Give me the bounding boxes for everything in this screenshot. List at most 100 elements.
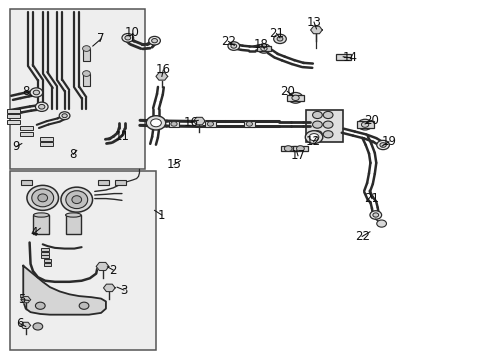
Text: 20: 20 [279,85,294,98]
Circle shape [148,36,160,45]
Text: 9: 9 [12,140,20,153]
Bar [33,215,49,234]
Circle shape [287,93,302,103]
Text: 7: 7 [97,32,104,45]
Text: 15: 15 [166,158,181,171]
Circle shape [170,122,177,126]
Circle shape [323,111,332,118]
Bar [115,180,125,185]
Bar [306,111,342,143]
Bar [292,146,307,152]
Polygon shape [103,284,115,292]
Bar [65,215,81,234]
Circle shape [227,42,239,50]
Bar [98,180,109,185]
Ellipse shape [72,196,81,203]
Circle shape [35,302,45,309]
Bar [286,95,304,101]
Circle shape [33,90,40,95]
Polygon shape [96,262,109,270]
Circle shape [284,146,291,152]
Bar [40,137,53,141]
Bar [204,121,215,127]
Circle shape [273,34,286,44]
Text: 8: 8 [69,148,77,161]
Text: 4: 4 [31,226,38,239]
Ellipse shape [27,185,59,210]
Circle shape [312,121,322,128]
Circle shape [124,36,130,40]
Circle shape [82,46,90,51]
Bar [20,126,33,130]
Text: 16: 16 [156,63,170,76]
Circle shape [312,111,322,118]
Text: 19: 19 [381,135,396,148]
Circle shape [35,102,48,111]
Ellipse shape [61,187,92,212]
Circle shape [30,88,42,97]
Text: 10: 10 [124,26,139,39]
Polygon shape [23,266,106,315]
Bar [44,259,51,262]
Circle shape [59,112,70,120]
Bar [10,9,144,169]
Circle shape [277,37,283,41]
Text: 3: 3 [120,284,127,297]
Polygon shape [193,117,204,125]
Text: 14: 14 [342,51,357,64]
Ellipse shape [32,189,54,207]
Circle shape [305,131,322,144]
Ellipse shape [33,213,49,217]
Text: 2: 2 [109,264,117,276]
Circle shape [207,122,213,126]
Ellipse shape [66,191,87,208]
Bar [7,109,20,113]
Text: 6: 6 [16,317,23,330]
Circle shape [33,323,42,330]
Bar [41,248,49,251]
Ellipse shape [38,194,47,202]
Polygon shape [310,26,322,34]
Bar [82,73,90,86]
Circle shape [62,114,67,118]
Bar [44,263,51,266]
Circle shape [308,134,318,141]
Bar [7,114,20,118]
Circle shape [379,143,386,147]
Text: 21: 21 [364,192,379,205]
Circle shape [146,116,165,130]
Bar [244,121,254,127]
Circle shape [357,119,372,130]
Circle shape [151,39,157,43]
Bar [21,180,32,185]
Circle shape [296,146,304,152]
Bar [336,54,350,60]
Text: 18: 18 [254,38,268,51]
Polygon shape [21,322,30,328]
Circle shape [246,122,252,126]
Bar [10,171,156,350]
Text: 17: 17 [290,149,305,162]
Circle shape [323,131,332,138]
Text: 8: 8 [22,85,29,98]
Circle shape [150,119,161,127]
Bar [20,132,33,135]
Text: 5: 5 [18,293,25,306]
Bar [41,255,49,258]
Circle shape [260,46,266,51]
Text: 11: 11 [114,130,129,143]
Bar [82,49,90,62]
Circle shape [372,213,378,217]
Ellipse shape [65,213,81,217]
Circle shape [230,44,236,48]
Circle shape [376,140,388,150]
Text: 13: 13 [306,15,321,28]
Text: 12: 12 [305,135,321,148]
Circle shape [39,104,45,109]
Polygon shape [21,297,30,303]
Bar [257,46,270,51]
Circle shape [312,131,322,138]
Circle shape [361,122,368,127]
Text: 16: 16 [183,116,198,129]
Text: 22: 22 [221,35,236,48]
